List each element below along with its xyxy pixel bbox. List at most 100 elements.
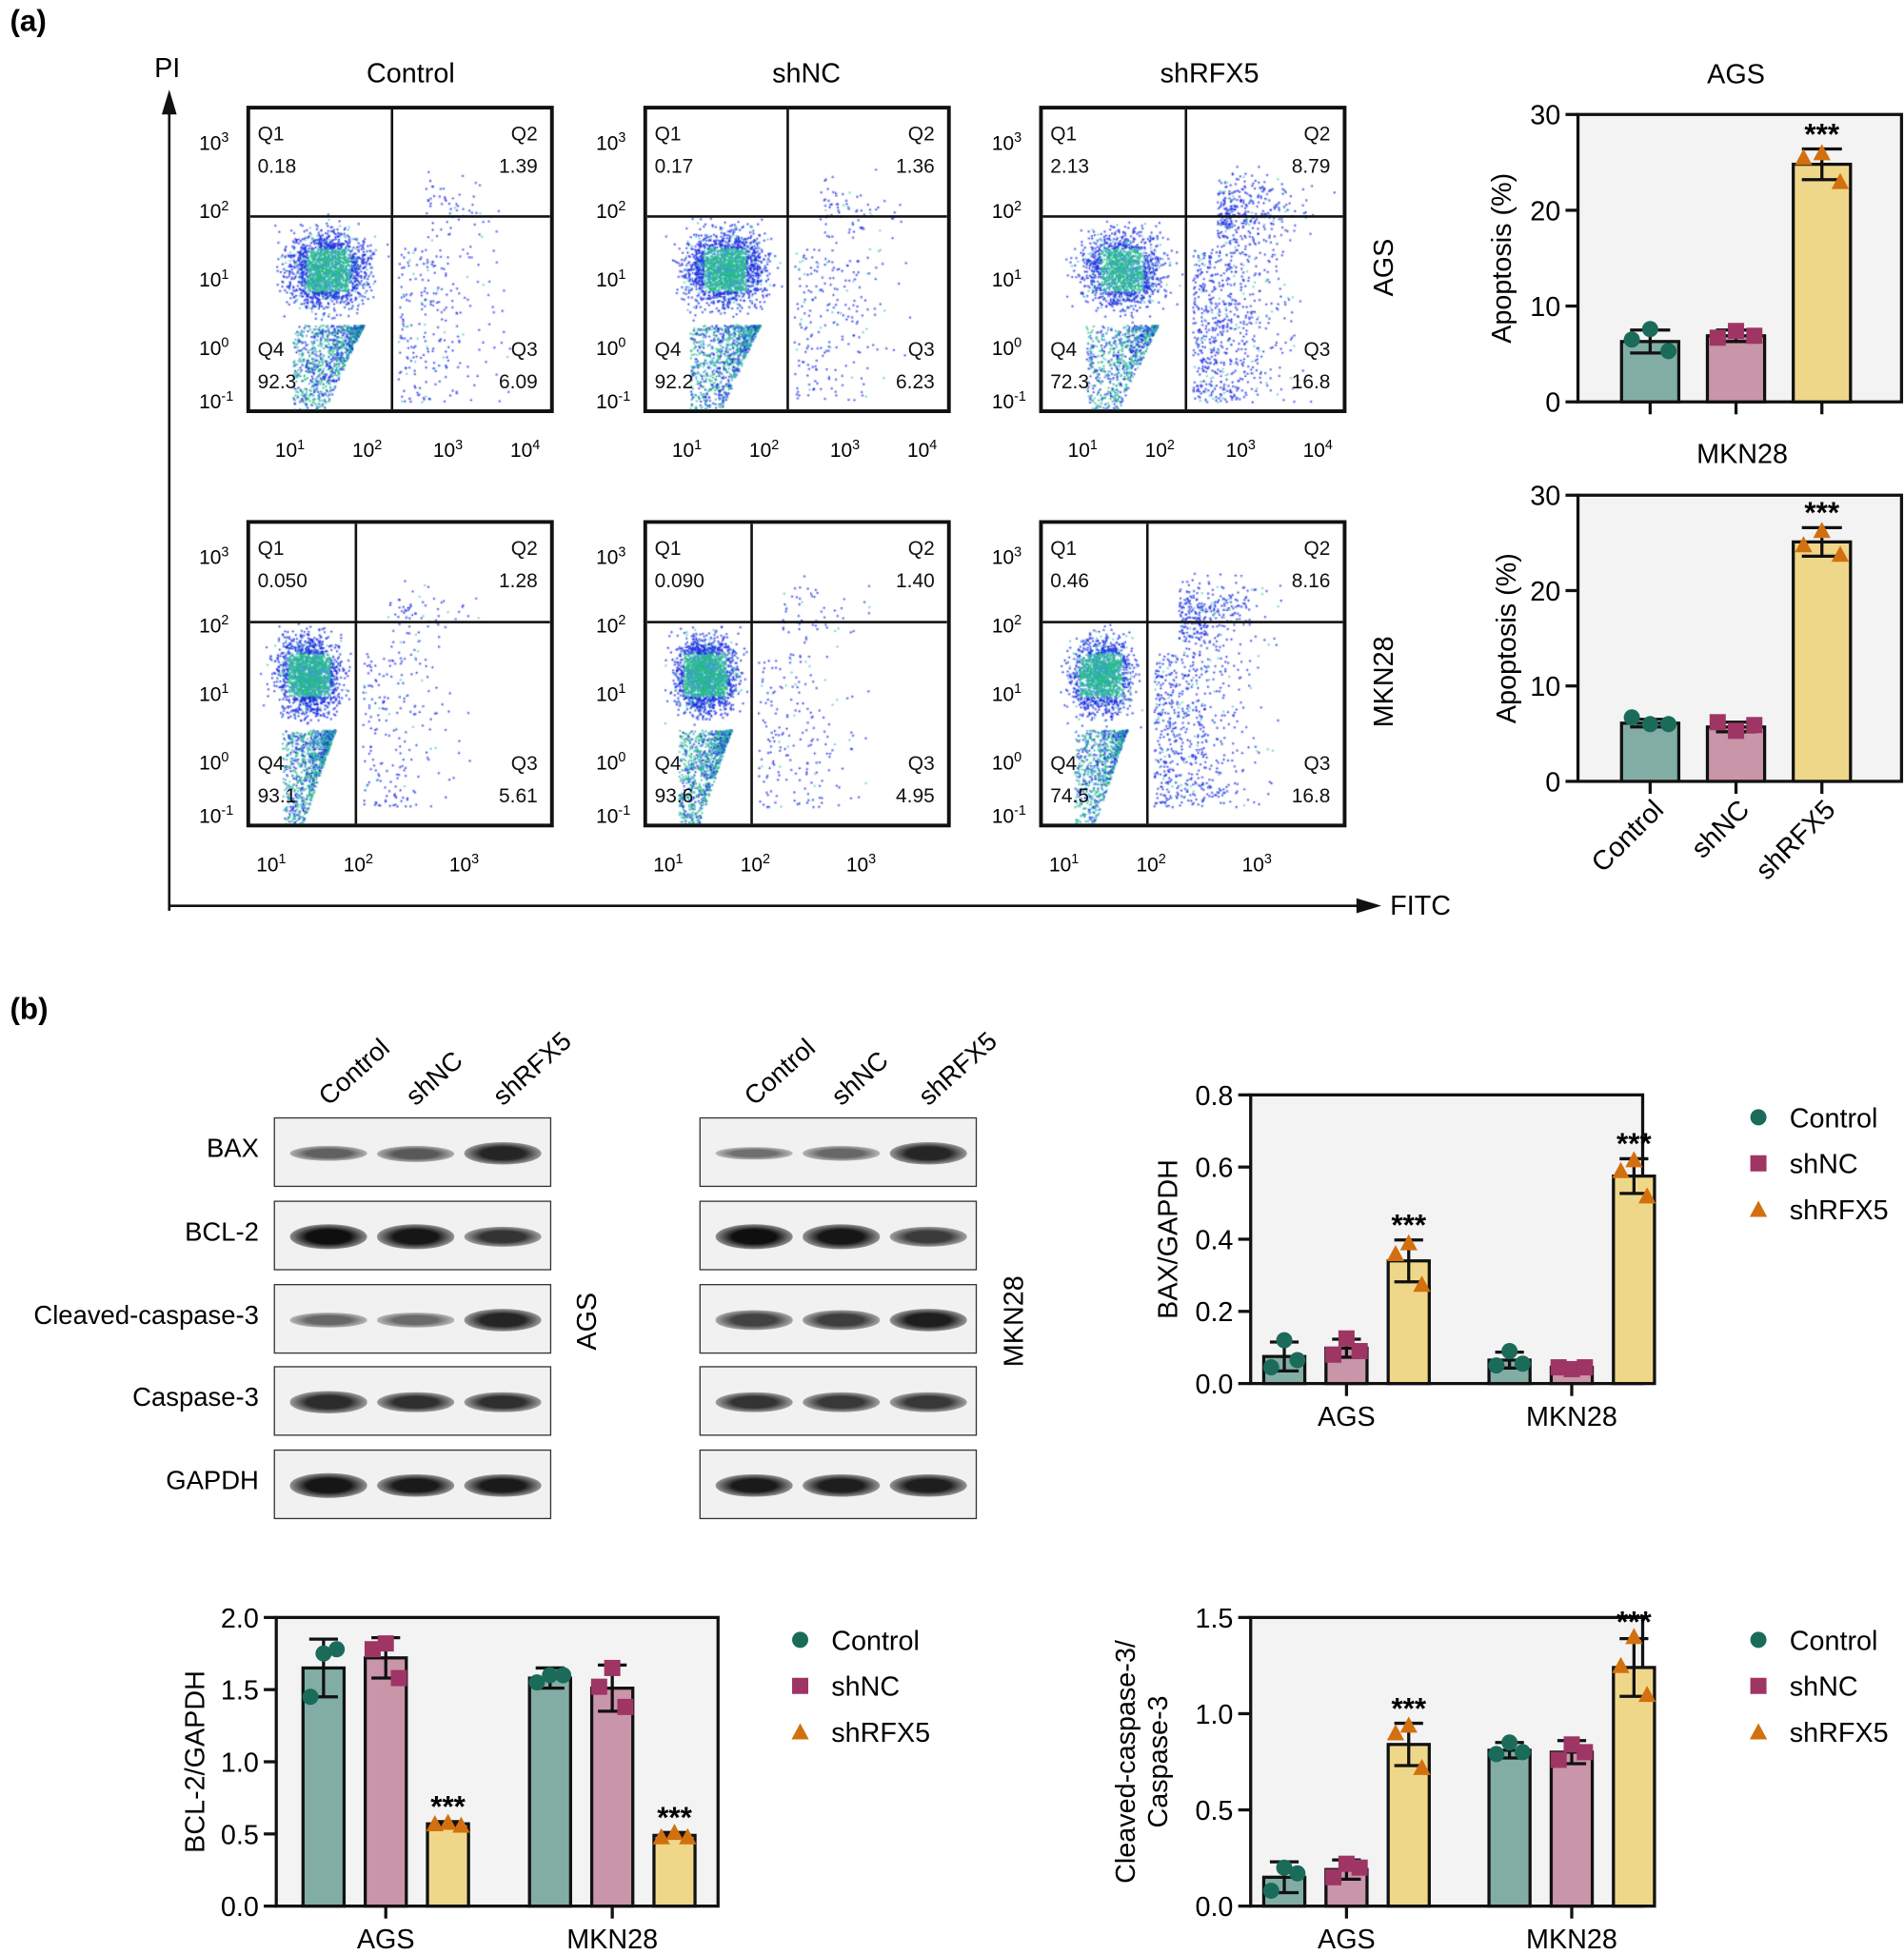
data-point-square [1325, 1346, 1342, 1363]
data-point-square [1577, 1359, 1594, 1376]
protein-label-0: BAX [206, 1135, 259, 1164]
data-point-circle [1623, 331, 1640, 348]
data-point-square [590, 1678, 607, 1695]
x-tick-exponent: 1 [675, 852, 684, 868]
protein-band [803, 1473, 881, 1497]
blot-mkn28-cleaved-caspase-3 [699, 1284, 978, 1354]
x-tick-exponent: 4 [929, 438, 938, 453]
legend-label-shnc: shNC [1790, 1672, 1858, 1703]
legend-label-shnc: shNC [831, 1672, 900, 1703]
data-point-square [1750, 1677, 1767, 1694]
data-point-circle [528, 1674, 545, 1691]
y-tick-label: 101 [596, 267, 626, 292]
quadrant-q2-value: 1.36 [896, 156, 935, 178]
blot-ags-bax [273, 1116, 552, 1188]
data-point-square [604, 1659, 621, 1676]
y-tick-exponent: 1 [221, 267, 229, 283]
y-tick-exponent: 1 [221, 681, 229, 698]
quadrant-q2-value: 1.28 [499, 571, 538, 593]
blot-mkn28-caspase-3 [699, 1366, 978, 1436]
significance-marker: *** [430, 1790, 466, 1824]
data-point-square [1563, 1736, 1580, 1753]
protein-band [889, 1473, 967, 1497]
x-tick-exponent: 4 [532, 438, 541, 453]
data-point-circle [1262, 1882, 1279, 1899]
significance-marker: *** [1804, 496, 1839, 529]
flow-axes [161, 89, 1381, 914]
data-point-square [792, 1677, 809, 1694]
quadrant-q3-label: Q3 [1303, 754, 1331, 776]
significance-marker: *** [1804, 117, 1839, 150]
y-tick-exponent: 3 [1014, 544, 1022, 561]
data-point-circle [1289, 1865, 1306, 1882]
quadrant-q4-value: 92.3 [257, 371, 297, 394]
x-tick-exponent: 2 [1166, 438, 1175, 453]
protein-band [289, 1224, 367, 1250]
protein-band [377, 1392, 455, 1413]
x-tick-label: 102 [351, 438, 383, 463]
protein-band [715, 1311, 793, 1330]
y-tick-label: 100 [991, 750, 1022, 775]
bar-shrfx5 [1612, 1666, 1656, 1908]
y-tick-label: 103 [991, 544, 1022, 569]
quadrant-q1-label: Q1 [654, 539, 682, 561]
y-tick-label: 0.0 [1195, 1370, 1233, 1400]
flow-plot-mkn28-shrfx5: Q1 0.46 Q2 8.16 Q4 74.5 Q3 16.8 [1039, 520, 1347, 828]
y-tick-label: 0.6 [1195, 1154, 1233, 1184]
data-point-triangle [426, 1815, 444, 1832]
y-tick-label: 0.0 [221, 1892, 259, 1923]
protein-label-2: Cleaved-caspase-3 [33, 1301, 259, 1331]
data-point-triangle [652, 1827, 670, 1845]
x-tick-exponent: 3 [1247, 438, 1256, 453]
data-point-triangle [1795, 148, 1813, 166]
y-tick-exponent: 0 [1014, 750, 1022, 765]
x-tick-label: AGS [1318, 1925, 1376, 1955]
gate-horizontal-line [249, 621, 550, 623]
y-tick-exponent: 0 [618, 335, 626, 351]
pi-axis-arrow [161, 89, 177, 115]
gate-vertical-line [389, 109, 393, 410]
y-tick-label: 10-1 [199, 803, 234, 828]
quadrant-q1-label: Q1 [654, 124, 682, 146]
x-tick-label: 104 [1302, 438, 1333, 463]
protein-band [464, 1473, 542, 1498]
protein-band [803, 1392, 881, 1412]
y-tick-label: 30 [1530, 101, 1560, 131]
y-tick-label: 100 [199, 750, 229, 775]
flow-plot-ags-control: Q1 0.18 Q2 1.39 Q4 92.3 Q3 6.09 [246, 106, 554, 413]
y-tick-label: 10-1 [991, 803, 1026, 828]
protein-band [377, 1145, 455, 1162]
legend-label-shrfx5: shRFX5 [1790, 1718, 1889, 1748]
y-tick-label: 102 [596, 613, 626, 638]
x-tick-label: 103 [829, 438, 861, 463]
quadrant-q3-value: 6.23 [896, 371, 935, 394]
data-point-triangle [1831, 545, 1850, 563]
x-tick-exponent: 1 [1071, 852, 1080, 868]
y-tick-label: 102 [596, 199, 626, 224]
y-tick-label: 1.0 [1195, 1700, 1233, 1730]
y-tick-label: 100 [991, 335, 1022, 361]
data-point-triangle [1749, 1723, 1768, 1740]
blot-ags-cleaved-caspase-3 [273, 1284, 552, 1354]
protein-band [464, 1392, 542, 1413]
x-tick-label: 101 [1048, 852, 1080, 877]
significance-marker: *** [1616, 1605, 1652, 1638]
y-axis-label-line: BAX/GAPDH [1154, 1159, 1184, 1319]
y-tick-exponent: 2 [1014, 199, 1022, 214]
y-tick-exponent: 1 [618, 267, 626, 283]
gate-vertical-line [750, 523, 753, 824]
quadrant-q1-label: Q1 [257, 124, 285, 146]
y-tick-label: 103 [991, 130, 1022, 155]
data-point-circle [1660, 343, 1677, 360]
y-axis-label: BAX/GAPDH [1154, 1159, 1184, 1319]
blot-cell-line-label: MKN28 [998, 1275, 1030, 1368]
quadrant-q3-value: 6.09 [499, 371, 538, 394]
data-point-square [1351, 1342, 1368, 1359]
bar-control [1487, 1748, 1532, 1908]
blot-ags-gapdh [273, 1449, 552, 1520]
bar-shnc [1549, 1750, 1595, 1908]
y-tick-exponent: 2 [1014, 613, 1022, 629]
x-tick-exponent: 3 [852, 438, 861, 453]
y-tick-label: 20 [1530, 577, 1560, 607]
